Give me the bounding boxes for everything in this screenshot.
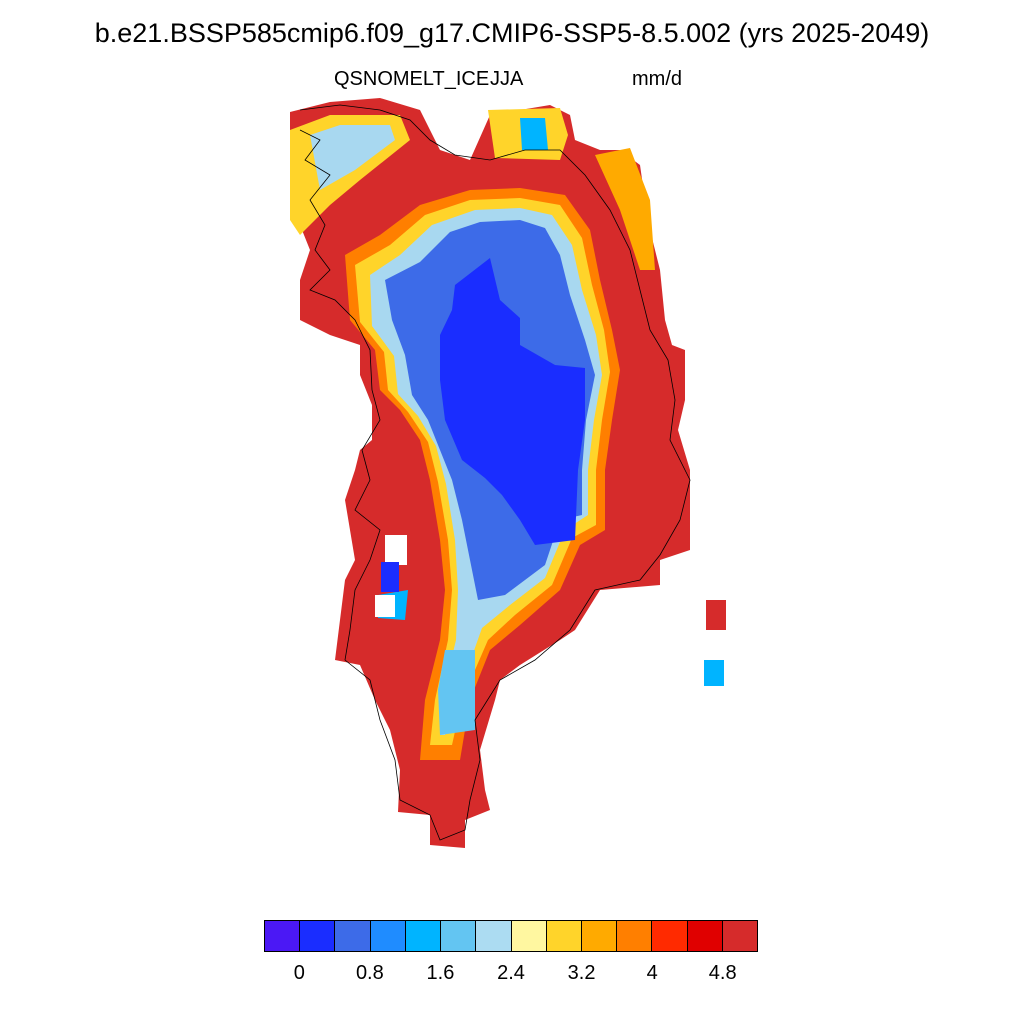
west-gap-2 [375,595,395,617]
northeast-fringe [595,148,655,270]
colorbar-box [300,921,336,951]
colorbar [264,920,758,952]
northwest-fringe-blue [310,125,395,190]
colorbar-box [687,921,723,951]
colorbar-tick-label: 0.8 [355,962,384,984]
colorbar-box [511,921,547,951]
colorbar-box [617,921,653,951]
west-blue-cell [381,562,399,592]
colorbar-box [335,921,371,951]
colorbar-box [370,921,406,951]
colorbar-tick-label: 4 [646,962,658,984]
interior-deep-blue [440,258,585,545]
colorbar-box [546,921,582,951]
colorbar-tick-label: 3.2 [567,962,596,984]
colorbar-box [265,921,301,951]
east-island-red [706,600,726,630]
colorbar-box [722,921,758,951]
coastline [299,104,691,841]
colorbar-tick-label: 4.8 [708,962,737,984]
light-blue-patch-south [438,650,475,735]
units-label: mm/d [632,68,682,90]
colorbar-box [441,921,477,951]
east-island-blue [704,660,724,686]
colorbar-box [581,921,618,951]
north-fringe-blue [520,118,548,150]
colorbar-box [476,921,512,951]
colorbar-tick-label: 1.6 [426,962,455,984]
colorbar-box [405,921,442,951]
colorbar-tick-label: 0 [293,962,305,984]
west-gap-1 [385,535,407,565]
variable-label: QSNOMELT_ICE [334,68,490,90]
colorbar-tick-label: 2.4 [497,962,525,984]
figure-title: b.e21.BSSP585cmip6.f09_g17.CMIP6-SSP5-8.… [94,18,930,48]
season-label: JJA [490,68,524,90]
colorbar-box [652,921,688,951]
